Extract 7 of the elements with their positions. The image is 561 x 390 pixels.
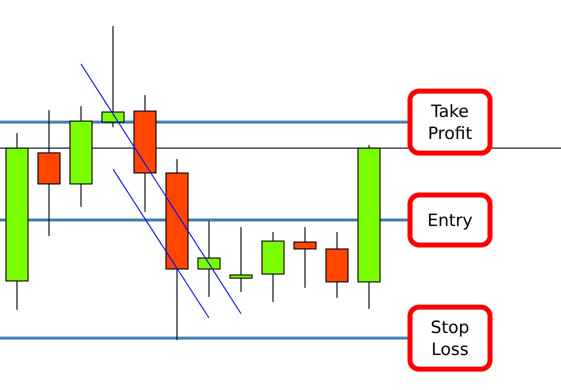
candlestick: [293, 226, 317, 288]
ref-line-label: Stop Loss: [430, 318, 470, 360]
candlestick: [197, 220, 221, 298]
candlestick: [229, 226, 253, 292]
ref-line-label: Take Profit: [428, 102, 473, 144]
ref-line-label: Entry: [427, 211, 473, 232]
candlestick: [101, 26, 125, 128]
